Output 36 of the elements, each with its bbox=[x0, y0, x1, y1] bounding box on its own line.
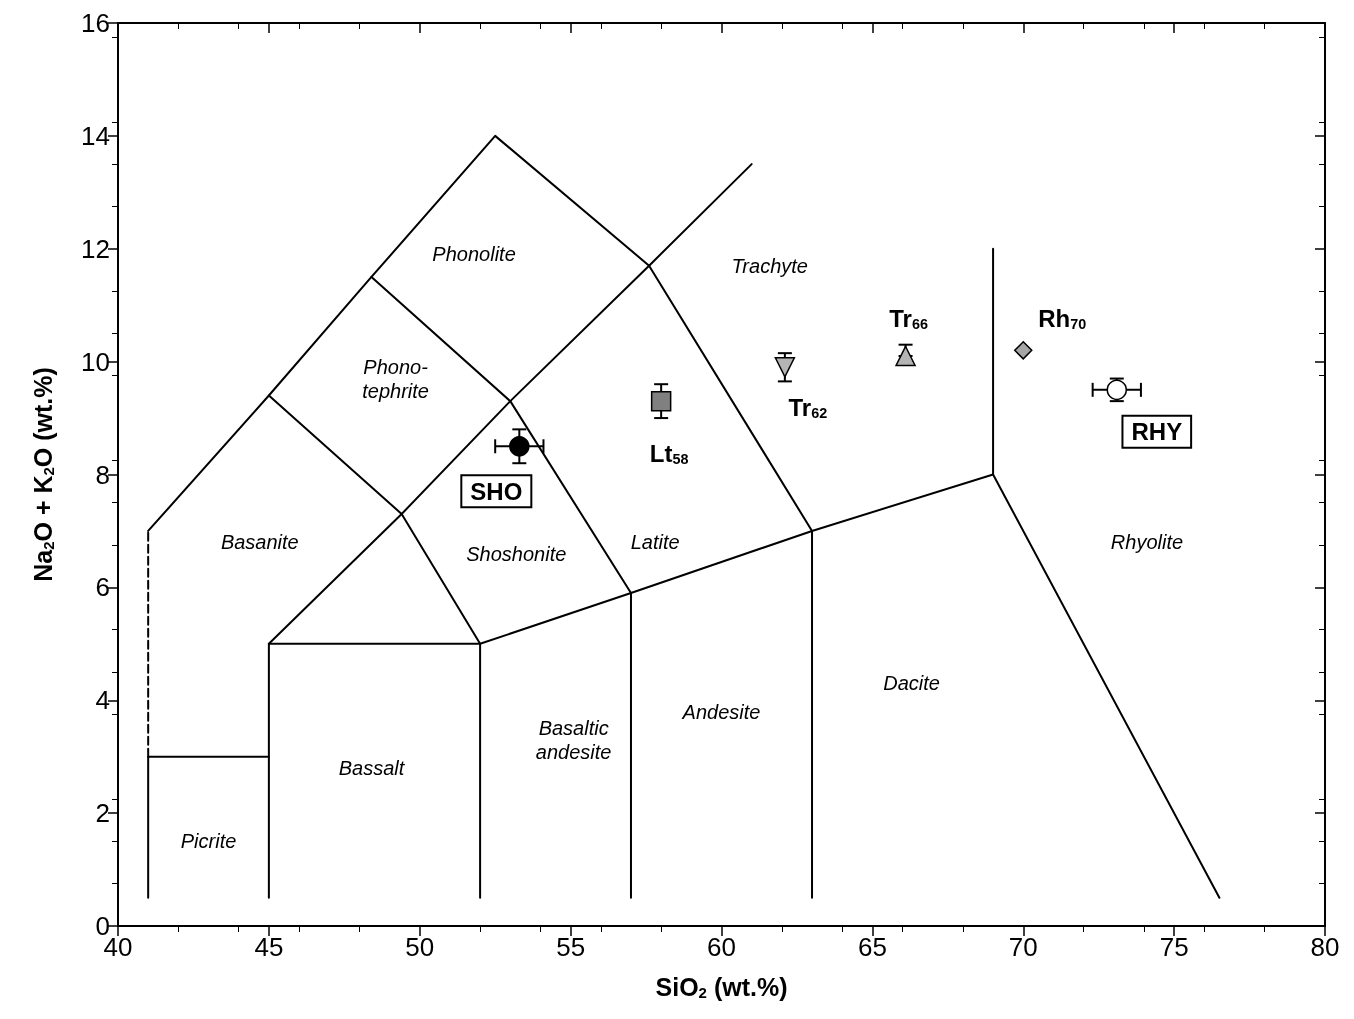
y-tick-label: 4 bbox=[95, 685, 110, 716]
x-axis-title: SiO2 (wt.%) bbox=[655, 973, 788, 1002]
annotation: Shoshonite bbox=[466, 542, 567, 565]
annotation: Basaltic andesite bbox=[535, 716, 612, 763]
series-label: SHO bbox=[470, 477, 523, 505]
y-axis-title: Na2O + K2O (wt.%) bbox=[28, 367, 57, 582]
series-label: Tr62 bbox=[788, 393, 828, 421]
y-tick-label: 16 bbox=[81, 8, 110, 38]
x-tick-label: 70 bbox=[1008, 932, 1038, 962]
y-tick-label: 2 bbox=[95, 798, 110, 829]
x-tick-label: 65 bbox=[857, 932, 887, 962]
x-tick-label: 80 bbox=[1310, 932, 1340, 962]
x-tick-label: 45 bbox=[254, 932, 284, 962]
x-tick-label: 55 bbox=[556, 932, 586, 962]
series-label: Lt58 bbox=[649, 439, 689, 467]
annotation: Latite bbox=[630, 531, 680, 554]
annotation: Bassalt bbox=[338, 756, 406, 779]
y-tick-label: 14 bbox=[81, 120, 110, 151]
annotation: Phono- tephrite bbox=[362, 355, 429, 402]
annotation: Trachyte bbox=[731, 254, 808, 277]
y-tick-label: 10 bbox=[81, 346, 110, 377]
y-tick-label: 12 bbox=[81, 233, 110, 264]
annotation: Rhyolite bbox=[1110, 531, 1184, 554]
series-label: Tr66 bbox=[889, 305, 928, 333]
annotation: Dacite bbox=[883, 672, 940, 695]
x-tick-label: 75 bbox=[1159, 932, 1189, 962]
y-tick-label: 6 bbox=[95, 572, 110, 603]
annotation: Andesite bbox=[681, 700, 761, 723]
y-tick-label: 8 bbox=[95, 459, 110, 490]
series-label: RHY bbox=[1131, 418, 1183, 446]
x-tick-label: 50 bbox=[405, 932, 435, 962]
annotation: Phonolite bbox=[432, 243, 516, 266]
annotation: Basanite bbox=[220, 531, 299, 554]
annotation: Picrite bbox=[180, 830, 237, 853]
x-tick-label: 60 bbox=[707, 932, 736, 962]
series-label: Rh70 bbox=[1038, 304, 1087, 332]
